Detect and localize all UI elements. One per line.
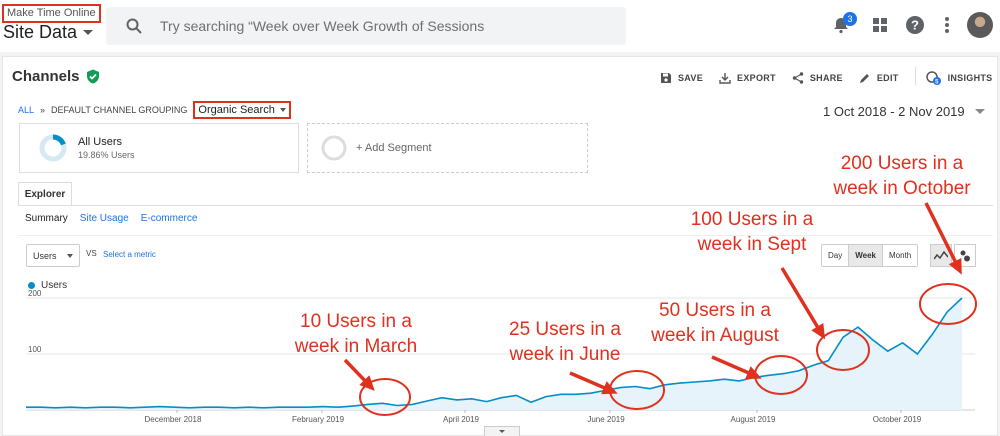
edit-button[interactable]: EDIT	[859, 70, 899, 85]
breadcrumb-grouping: DEFAULT CHANNEL GROUPING	[51, 105, 188, 115]
apps-grid-icon	[873, 18, 887, 32]
insights-button[interactable]: 5 INSIGHTS	[925, 70, 993, 85]
motion-chart-view-button[interactable]	[954, 244, 976, 267]
caret-down-icon	[67, 253, 73, 258]
line-chart-icon	[934, 250, 948, 259]
vs-label: VS	[86, 249, 97, 258]
chart-view-buttons	[930, 244, 976, 267]
svg-text:?: ?	[911, 18, 919, 33]
granularity-buttons: Day Week Month	[821, 244, 919, 267]
breadcrumb: ALL » DEFAULT CHANNEL GROUPING Organic S…	[18, 101, 291, 119]
metric-selector[interactable]: Users	[26, 244, 80, 267]
verified-shield-icon	[86, 69, 99, 84]
save-button[interactable]: SAVE	[660, 70, 703, 85]
avatar[interactable]	[967, 12, 993, 38]
select-metric-link[interactable]: Select a metric	[103, 250, 156, 259]
insights-icon: 5	[925, 70, 941, 85]
date-range-label: 1 Oct 2018 - 2 Nov 2019	[823, 104, 965, 119]
add-segment-button[interactable]: + Add Segment	[307, 123, 588, 173]
property-selector[interactable]: Site Data	[3, 22, 94, 43]
explorer-subtabs: Summary Site Usage E-commerce	[25, 213, 197, 224]
dimension-value-selector[interactable]: Organic Search	[193, 101, 291, 119]
segment-donut-icon	[39, 134, 67, 162]
chart-divider	[18, 235, 993, 236]
top-bar: Make Time Online Site Data 3 ?	[0, 0, 1000, 50]
help-button[interactable]: ?	[904, 14, 926, 36]
breadcrumb-separator: »	[40, 105, 46, 115]
notification-badge: 3	[843, 12, 857, 26]
export-icon	[719, 72, 731, 84]
property-label: Site Data	[3, 22, 78, 42]
search-bar[interactable]	[106, 7, 626, 45]
caret-down-icon	[499, 430, 505, 433]
insights-badge: 5	[935, 79, 939, 85]
help-icon: ?	[906, 16, 924, 34]
legend-dot	[28, 282, 35, 289]
more-vert-icon	[945, 17, 949, 33]
tab-divider	[18, 205, 993, 206]
share-button[interactable]: SHARE	[792, 70, 843, 85]
subtab-site-usage[interactable]: Site Usage	[79, 213, 129, 224]
segment-all-users[interactable]: All Users 19.86% Users	[19, 123, 299, 173]
legend-label: Users	[41, 280, 68, 291]
save-icon	[661, 72, 671, 83]
more-options-button[interactable]	[936, 14, 958, 36]
report-actions: SAVE EXPORT SHARE EDIT 5 INSIGHTS	[660, 67, 993, 85]
granularity-day-button[interactable]: Day	[822, 245, 850, 266]
pencil-icon	[859, 73, 869, 83]
chart-legend: Users	[28, 280, 67, 291]
bubble-chart-icon	[960, 250, 970, 261]
caret-down-icon	[279, 108, 286, 112]
insights-label: INSIGHTS	[947, 72, 993, 83]
share-icon	[792, 71, 804, 84]
add-segment-label: + Add Segment	[356, 142, 432, 154]
metric-label: Users	[33, 250, 57, 261]
caret-down-icon	[974, 109, 985, 114]
divider	[914, 67, 916, 85]
export-label: EXPORT	[737, 72, 776, 83]
share-label: SHARE	[809, 72, 843, 83]
granularity-week-button[interactable]: Week	[849, 245, 883, 266]
caret-down-icon	[83, 30, 94, 35]
search-input[interactable]	[160, 18, 600, 34]
account-name[interactable]: Make Time Online	[2, 4, 101, 23]
subtab-ecommerce[interactable]: E-commerce	[140, 213, 198, 224]
chart-resize-handle[interactable]	[484, 426, 520, 436]
tab-explorer[interactable]: Explorer	[18, 182, 72, 206]
report-title: Channels	[12, 68, 100, 85]
line-chart-view-button[interactable]	[930, 244, 952, 267]
export-button[interactable]: EXPORT	[719, 70, 776, 85]
segment-name: All Users	[78, 136, 123, 148]
apps-button[interactable]	[869, 14, 891, 36]
breadcrumb-all-link[interactable]: ALL	[18, 105, 35, 115]
subtab-summary[interactable]: Summary	[25, 213, 68, 224]
save-label: SAVE	[678, 72, 704, 83]
report-title-text: Channels	[12, 68, 80, 85]
segment-share: 19.86% Users	[78, 150, 135, 160]
selected-dimension-value: Organic Search	[198, 104, 275, 116]
edit-label: EDIT	[876, 72, 899, 83]
granularity-month-button[interactable]: Month	[883, 245, 918, 266]
search-icon	[126, 18, 142, 34]
empty-circle-icon	[321, 135, 347, 161]
date-range-picker[interactable]: 1 Oct 2018 - 2 Nov 2019	[823, 104, 985, 119]
